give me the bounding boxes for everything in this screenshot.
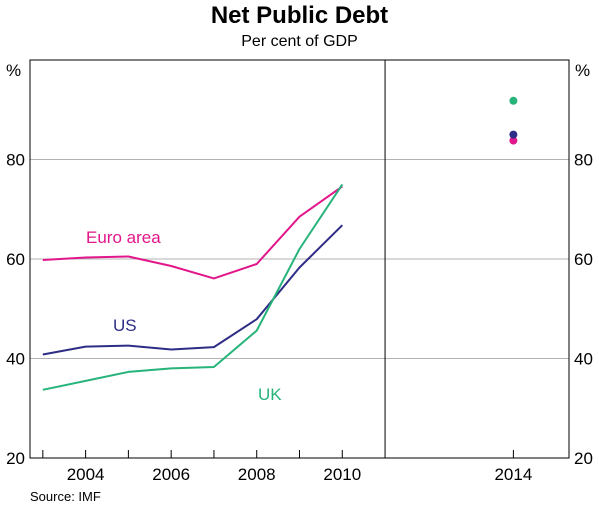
y-tick-left-20: 20 xyxy=(6,449,25,468)
y-tick-right-80: 80 xyxy=(574,151,593,170)
y-unit-left: % xyxy=(6,61,21,80)
y-unit-right: % xyxy=(575,61,590,80)
annotation-euro-area: Euro area xyxy=(86,228,161,247)
series-line-euro-area xyxy=(42,185,343,280)
x-tick-label-2010: 2010 xyxy=(323,465,361,484)
projection-point-euro-area xyxy=(509,136,518,145)
label-layer: % % Euro area US UK 20 20 40 40 60 60 80 80 2004… xyxy=(6,61,593,484)
x-tick-label-2008: 2008 xyxy=(238,465,276,484)
chart-title: Net Public Debt xyxy=(210,2,389,29)
x-tick-label-2004: 2004 xyxy=(67,465,105,484)
projection-point-us xyxy=(509,130,518,139)
y-tick-right-40: 40 xyxy=(574,350,593,369)
plot-frame xyxy=(29,59,570,459)
source-note: Source: IMF xyxy=(30,489,101,504)
x-tick-label-2006: 2006 xyxy=(152,465,190,484)
grid-layer xyxy=(30,159,569,359)
frame-layer xyxy=(29,59,570,459)
y-tick-left-60: 60 xyxy=(6,250,25,269)
y-tick-left-80: 80 xyxy=(6,151,25,170)
x-tick-label-2014: 2014 xyxy=(494,465,532,484)
y-tick-left-40: 40 xyxy=(6,350,25,369)
y-tick-right-60: 60 xyxy=(574,250,593,269)
annotation-us: US xyxy=(113,316,137,335)
chart-subtitle: Per cent of GDP xyxy=(241,33,358,50)
annotation-uk: UK xyxy=(258,385,282,404)
y-tick-right-20: 20 xyxy=(574,449,593,468)
series-line-us xyxy=(42,224,344,356)
series-line-uk xyxy=(42,183,344,391)
series-layer xyxy=(42,96,518,391)
projection-point-uk xyxy=(509,96,518,105)
